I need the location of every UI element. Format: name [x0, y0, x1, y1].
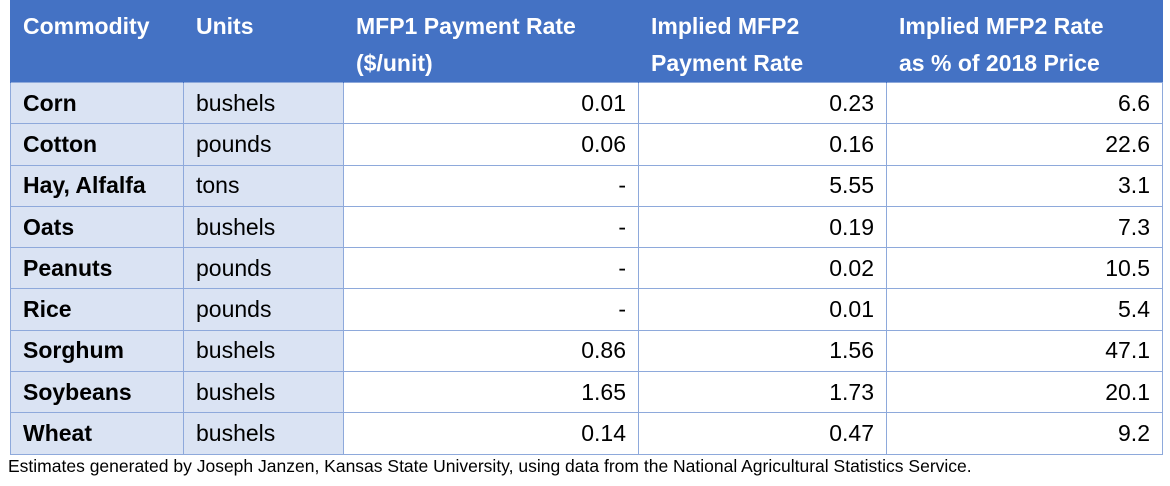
cell-mfp1: -	[343, 205, 639, 249]
cell-units: bushels	[183, 329, 344, 373]
table-row: Cotton pounds 0.06 0.16 22.6	[10, 123, 1163, 166]
cell-mfp2: 0.16	[638, 123, 887, 166]
header-units-line1: Units	[196, 13, 254, 39]
cell-mfp2: 0.01	[638, 288, 887, 331]
cell-mfp1: 0.01	[343, 81, 639, 125]
header-commodity: Commodity	[10, 0, 184, 83]
table-row: Corn bushels 0.01 0.23 6.6	[10, 81, 1163, 125]
cell-mfp1: 1.65	[343, 371, 639, 414]
cell-units: pounds	[183, 123, 344, 166]
cell-commodity: Peanuts	[10, 247, 184, 290]
cell-mfp2: 1.73	[638, 371, 887, 414]
table-row: Soybeans bushels 1.65 1.73 20.1	[10, 371, 1163, 414]
cell-mfp2: 0.02	[638, 247, 887, 290]
cell-mfp1: 0.86	[343, 329, 639, 373]
table-row: Oats bushels -0.19 7.3	[10, 205, 1163, 249]
cell-mfp1: -	[343, 164, 639, 207]
cell-pct: 22.6	[886, 123, 1163, 166]
cell-mfp1: 0.06	[343, 123, 639, 166]
table-row: Hay, Alfalfa tons -5.55 3.1	[10, 164, 1163, 207]
cell-pct: 5.4	[886, 288, 1163, 331]
payment-rate-table-container: Commodity Units MFP1 Payment Rate ($/unit…	[10, 0, 1163, 455]
cell-commodity: Cotton	[10, 123, 184, 166]
cell-units: bushels	[183, 81, 344, 125]
table-body: Corn bushels 0.01 0.23 6.6 Cotton pounds 0.06 0.…	[10, 81, 1163, 455]
cell-units: bushels	[183, 371, 344, 414]
cell-mfp2: 5.55	[638, 164, 887, 207]
header-mfp1-line1: MFP1 Payment Rate	[356, 13, 576, 39]
cell-mfp1: -	[343, 288, 639, 331]
source-footnote: Estimates generated by Joseph Janzen, Ka…	[8, 456, 972, 476]
cell-units: bushels	[183, 205, 344, 249]
cell-mfp2: 0.23	[638, 81, 887, 125]
cell-pct: 47.1	[886, 329, 1163, 373]
cell-units: pounds	[183, 288, 344, 331]
header-units: Units	[183, 0, 344, 83]
header-mfp2-line1: Implied MFP2	[651, 13, 800, 39]
cell-mfp2: 1.56	[638, 329, 887, 373]
cell-mfp1: 0.14	[343, 412, 639, 455]
cell-commodity: Wheat	[10, 412, 184, 455]
table-header: Commodity Units MFP1 Payment Rate ($/unit…	[10, 0, 1163, 83]
header-mfp2-percent: Implied MFP2 Rate as % of 2018 Price	[886, 0, 1163, 83]
header-mfp2-rate: Implied MFP2 Payment Rate	[638, 0, 887, 83]
cell-mfp2: 0.47	[638, 412, 887, 455]
header-mfp2-line2: Payment Rate	[651, 50, 804, 76]
cell-pct: 9.2	[886, 412, 1163, 455]
header-commodity-line1: Commodity	[23, 13, 150, 39]
cell-commodity: Rice	[10, 288, 184, 331]
cell-mfp1: -	[343, 247, 639, 290]
header-mfp1-rate: MFP1 Payment Rate ($/unit)	[343, 0, 639, 83]
cell-commodity: Hay, Alfalfa	[10, 164, 184, 207]
cell-commodity: Oats	[10, 205, 184, 249]
payment-rate-table: Commodity Units MFP1 Payment Rate ($/unit…	[10, 0, 1163, 455]
cell-pct: 6.6	[886, 81, 1163, 125]
table-row: Rice pounds -0.01 5.4	[10, 288, 1163, 331]
header-pct-line2: as % of 2018 Price	[899, 50, 1100, 76]
table-row: Peanuts pounds -0.02 10.5	[10, 247, 1163, 290]
cell-pct: 3.1	[886, 164, 1163, 207]
cell-pct: 20.1	[886, 371, 1163, 414]
header-pct-line1: Implied MFP2 Rate	[899, 13, 1104, 39]
cell-units: bushels	[183, 412, 344, 455]
cell-commodity: Sorghum	[10, 329, 184, 373]
cell-units: tons	[183, 164, 344, 207]
cell-commodity: Corn	[10, 81, 184, 125]
table-row: Sorghum bushels 0.86 1.56 47.1	[10, 329, 1163, 373]
cell-pct: 10.5	[886, 247, 1163, 290]
cell-mfp2: 0.19	[638, 205, 887, 249]
cell-units: pounds	[183, 247, 344, 290]
cell-pct: 7.3	[886, 205, 1163, 249]
header-mfp1-line2: ($/unit)	[356, 50, 433, 76]
cell-commodity: Soybeans	[10, 371, 184, 414]
table-row: Wheat bushels 0.14 0.47 9.2	[10, 412, 1163, 455]
